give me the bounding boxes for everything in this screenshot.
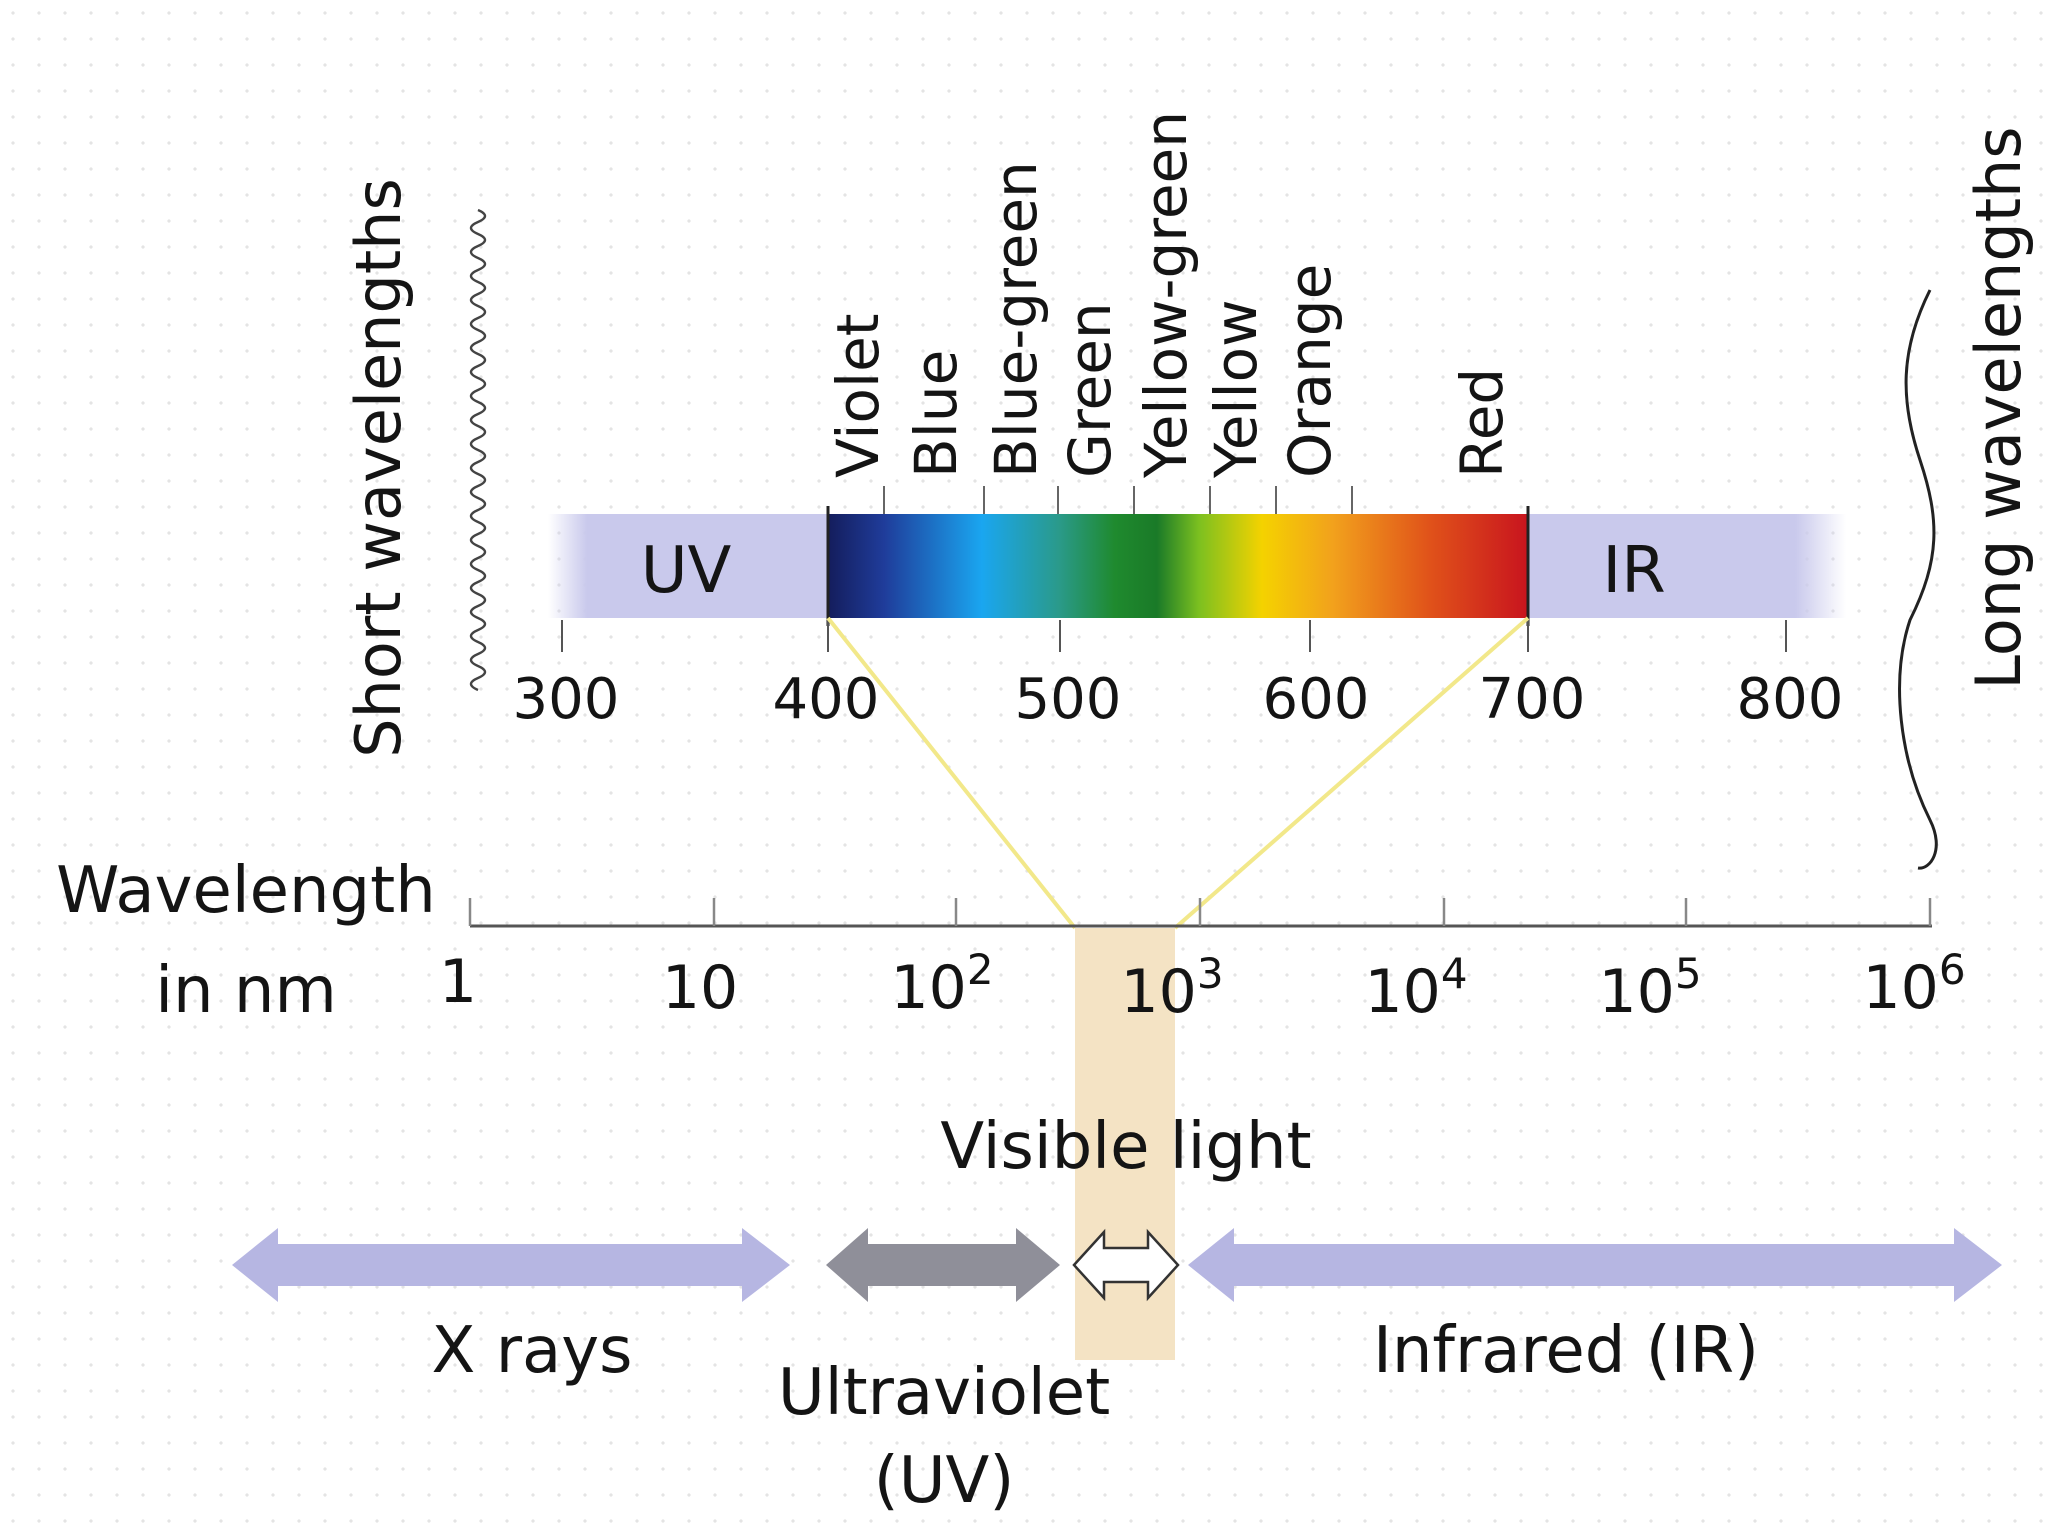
visible-spectrum-bar (828, 514, 1528, 618)
nm-label-300: 300 (513, 667, 620, 732)
axis-label-10e5: 105 (1598, 949, 1701, 1027)
wavelength-axis-tick-labels: 1 10 102 103 104 105 106 (439, 945, 1966, 1027)
xrays-label: X rays (432, 1314, 633, 1388)
axis-label-10e2: 102 (890, 945, 993, 1023)
ir-band (1528, 514, 1846, 618)
infrared-label: Infrared (IR) (1373, 1314, 1759, 1388)
visible-light-arrow (1072, 1228, 1180, 1302)
connector-line-right (1173, 616, 1530, 930)
connector-line-left (826, 616, 1077, 930)
exponent: 2 (967, 945, 994, 994)
exponent: 3 (1197, 949, 1224, 998)
color-label-yellow: Yellow (1202, 299, 1270, 479)
color-label-blue: Blue (902, 350, 970, 478)
color-names: Violet Blue Blue-green Green Yellow-gree… (824, 111, 1516, 479)
color-label-violet: Violet (824, 313, 892, 478)
color-label-red: Red (1448, 368, 1516, 478)
axis-label-10e3: 103 (1120, 949, 1223, 1027)
axis-label-10: 10 (662, 953, 738, 1023)
ultraviolet-label-line1: Ultraviolet (778, 1356, 1110, 1430)
axis-label-10e4: 104 (1364, 949, 1467, 1027)
nm-tick-marks (561, 620, 1787, 652)
wavelength-axis-ticks (468, 898, 1932, 926)
exponent: 4 (1441, 949, 1468, 998)
uv-band-label: UV (641, 534, 732, 608)
exponent: 6 (1939, 945, 1966, 994)
ultraviolet-label-line2: (UV) (874, 1444, 1015, 1518)
axis-label-1: 1 (439, 947, 477, 1017)
long-wave-curve (1898, 289, 1938, 870)
nm-label-600: 600 (1263, 667, 1370, 732)
color-label-orange: Orange (1276, 264, 1344, 478)
color-label-blue-green: Blue-green (982, 161, 1050, 478)
color-label-green: Green (1056, 302, 1124, 478)
ir-band-label: IR (1602, 534, 1665, 608)
short-wave-squiggle (469, 208, 487, 692)
xray-arrow (232, 1228, 790, 1302)
uv-band (548, 514, 828, 618)
infrared-arrow (1188, 1228, 2002, 1302)
nm-label-800: 800 (1737, 667, 1844, 732)
axis-label-10e6: 106 (1862, 945, 1965, 1023)
uv-arrow (826, 1228, 1060, 1302)
color-label-yellow-green: Yellow-green (1132, 111, 1200, 479)
nm-label-500: 500 (1015, 667, 1122, 732)
wavelength-axis-label-line1: Wavelength (56, 854, 436, 928)
long-wavelengths-label: Long wavelengths (1962, 126, 2035, 689)
wavelength-axis-label-line2: in nm (155, 954, 337, 1028)
nm-tick-labels: 300 400 500 600 700 800 (513, 667, 1844, 732)
nm-label-400: 400 (773, 667, 880, 732)
nm-label-700: 700 (1479, 667, 1586, 732)
exponent: 5 (1675, 949, 1702, 998)
short-wavelengths-label: Short wavelengths (342, 178, 415, 758)
color-dividers (883, 486, 1353, 514)
visible-light-label: Visible light (940, 1110, 1311, 1184)
